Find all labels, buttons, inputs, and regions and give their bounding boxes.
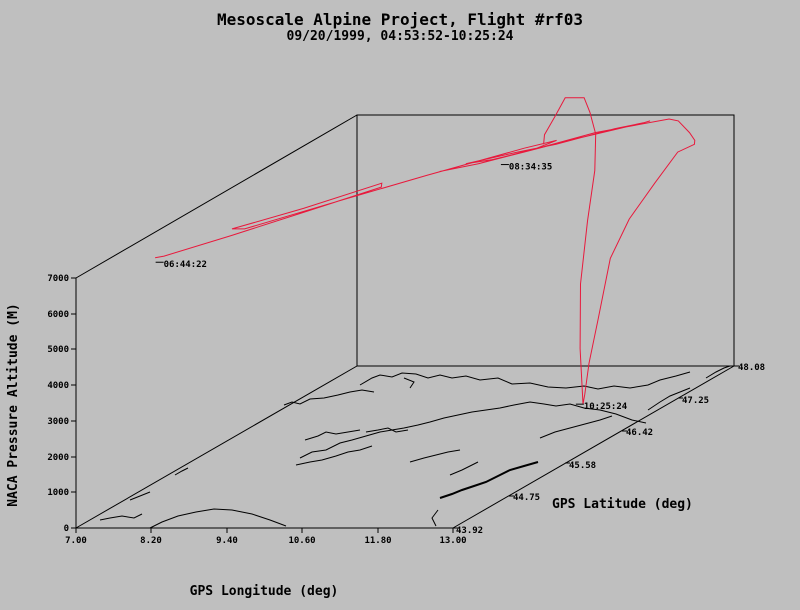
x-ticks: 7.00 8.20 9.40 10.60 11.80 13.00 bbox=[65, 528, 467, 546]
annotation-label-0: 06:44:22 bbox=[164, 260, 207, 270]
y-tick-label-5: 48.08 bbox=[738, 363, 765, 373]
map-border-south bbox=[295, 445, 373, 466]
map-coast-west bbox=[431, 509, 439, 527]
map-border-north-2 bbox=[283, 389, 375, 406]
y-axis-label: GPS Latitude (deg) bbox=[552, 497, 693, 512]
map-border-slovenia bbox=[647, 387, 691, 411]
annotation-label-1: 08:34:35 bbox=[509, 163, 552, 173]
y-axis-line bbox=[452, 365, 735, 529]
back-edge-bottom-left bbox=[75, 365, 358, 529]
z-tick-label-0: 0 bbox=[64, 524, 69, 534]
x-tick-label-1: 8.20 bbox=[140, 536, 162, 546]
z-axis-label: NACA Pressure Altitude (M) bbox=[6, 303, 21, 507]
map-river bbox=[449, 461, 479, 476]
map-coast-ligurian-2 bbox=[129, 491, 151, 501]
map-border-north bbox=[359, 371, 691, 390]
z-tick-label-6: 6000 bbox=[47, 310, 69, 320]
flight-track-line bbox=[155, 97, 696, 405]
map-coast-corsica bbox=[149, 508, 287, 529]
map-lake-2 bbox=[365, 427, 409, 433]
x-tick-label-0: 7.00 bbox=[65, 536, 87, 546]
map-lake-3 bbox=[409, 449, 461, 463]
x-tick-label-5: 13.00 bbox=[439, 536, 466, 546]
map-coast-adriatic bbox=[439, 461, 539, 499]
z-tick-label-4: 4000 bbox=[47, 381, 69, 391]
y-tick-label-2: 45.58 bbox=[569, 461, 596, 471]
map-border-ne bbox=[705, 365, 731, 379]
back-edge-top-left bbox=[75, 114, 358, 279]
x-axis-label: GPS Longitude (deg) bbox=[190, 584, 339, 599]
z-tick-label-3: 3000 bbox=[47, 417, 69, 427]
map-lake-bodensee bbox=[403, 377, 415, 389]
map-outline bbox=[99, 365, 731, 529]
map-border-east bbox=[539, 415, 613, 439]
x-tick-label-2: 9.40 bbox=[216, 536, 238, 546]
time-annotations: 06:44:22 08:34:35 10:25:24 bbox=[155, 163, 628, 412]
y-tick-label-0: 43.92 bbox=[456, 526, 483, 536]
axes-box bbox=[75, 114, 735, 529]
back-wall-frame bbox=[356, 114, 735, 367]
y-ticks: 43.92 44.75 45.58 46.42 47.25 48.08 bbox=[453, 363, 765, 536]
z-tick-label-1: 1000 bbox=[47, 488, 69, 498]
annotation-label-2: 10:25:24 bbox=[584, 402, 628, 412]
chart-subtitle: 09/20/1999, 04:53:52-10:25:24 bbox=[287, 29, 514, 44]
z-tick-label-2: 2000 bbox=[47, 453, 69, 463]
map-lake-1 bbox=[304, 429, 361, 441]
z-tick-label-7: 7000 bbox=[47, 274, 69, 284]
map-coast-ligurian-3 bbox=[174, 467, 189, 476]
x-tick-label-3: 10.60 bbox=[288, 536, 315, 546]
z-ticks: 0 1000 2000 3000 4000 5000 6000 7000 bbox=[47, 274, 76, 534]
chart-title: Mesoscale Alpine Project, Flight #rf03 bbox=[217, 10, 583, 29]
y-tick-label-1: 44.75 bbox=[513, 493, 540, 503]
x-tick-label-4: 11.80 bbox=[364, 536, 391, 546]
map-border-alps bbox=[299, 401, 647, 459]
y-tick-label-3: 46.42 bbox=[626, 428, 653, 438]
y-tick-label-4: 47.25 bbox=[682, 396, 709, 406]
z-tick-label-5: 5000 bbox=[47, 345, 69, 355]
map-coast-ligurian bbox=[99, 513, 143, 521]
